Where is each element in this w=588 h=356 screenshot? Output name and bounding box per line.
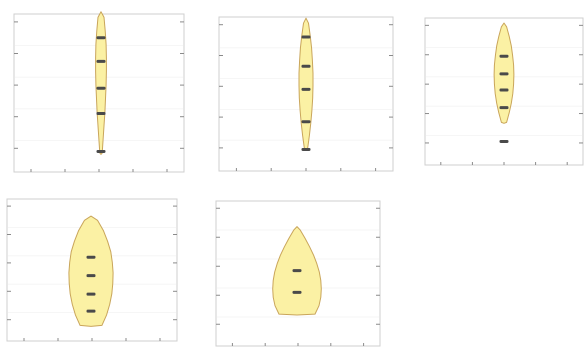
chart-panel-5-svg [215,200,381,347]
violin-marker [301,87,311,91]
chart-panel-1 [10,10,188,178]
violin-marker [86,292,96,296]
violin-marker [292,269,302,273]
chart-panel-3 [421,14,587,171]
violin-marker [96,149,106,153]
violin-marker [301,64,311,68]
violin-body [68,215,114,327]
violin-marker [86,274,96,278]
violin-marker [96,112,106,116]
chart-panel-5 [212,197,384,352]
violin-marker [301,120,311,124]
violin-marker [96,36,106,40]
chart-panel-1-svg [13,11,185,173]
chart-panel-4-svg [6,198,178,342]
violin-marker [292,290,302,294]
violin-marker [301,35,311,39]
violin-body [298,17,314,150]
chart-panel-2 [215,13,397,177]
violin-marker [301,147,311,151]
violin-marker [96,86,106,90]
chart-panel-4 [3,195,181,347]
chart-panel-3-svg [424,17,584,166]
violin-marker [86,255,96,259]
violin-marker [499,106,509,110]
chart-panel-2-svg [218,16,394,172]
violin-marker [499,72,509,76]
violin-marker [86,309,96,313]
violin-marker [96,59,106,63]
violin-marker [499,88,509,92]
violin-marker [499,139,509,143]
violin-marker [499,54,509,58]
